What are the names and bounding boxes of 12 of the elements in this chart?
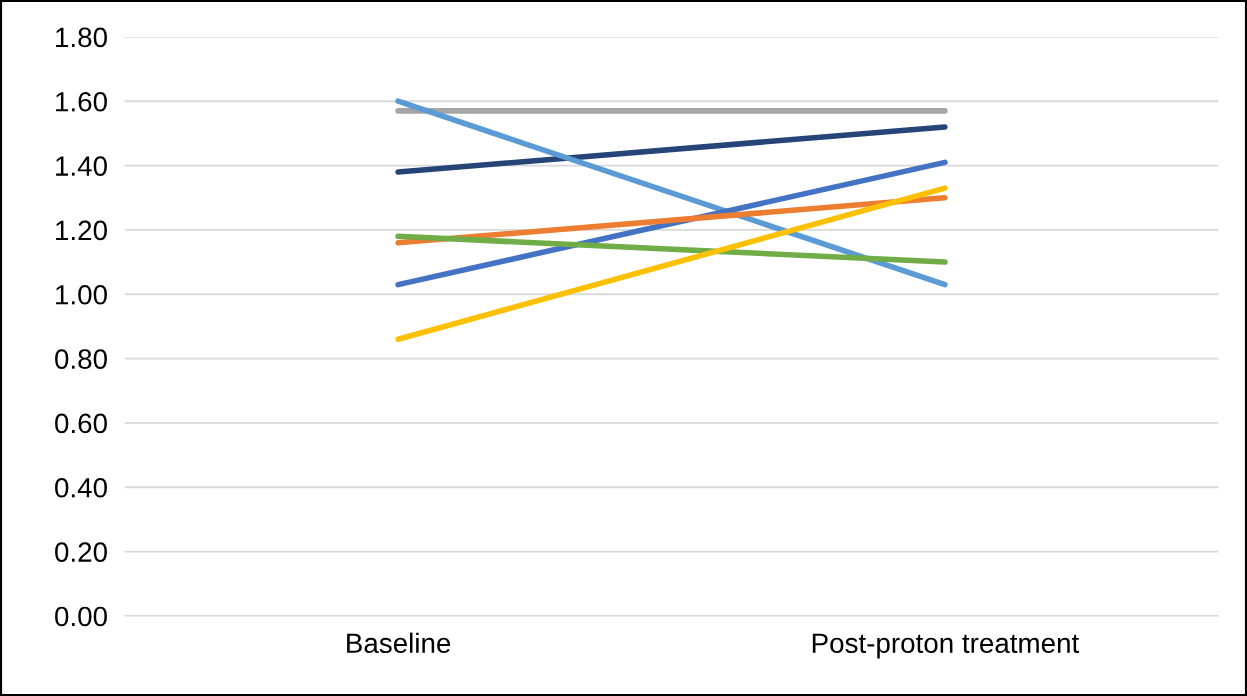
y-tick-label: 0.60 (55, 413, 107, 434)
y-tick-label: 1.40 (56, 156, 107, 176)
x-tick-label: Baseline (347, 632, 451, 654)
y-tick-label: 0.80 (55, 349, 107, 369)
y-tick-label: 0.40 (55, 477, 107, 498)
y-tick-label: 1.60 (56, 91, 107, 112)
y-tick-label: 0.20 (55, 542, 107, 562)
y-tick-label: 1.80 (56, 27, 107, 48)
y-tick-label: 1.20 (56, 220, 107, 241)
x-tick-label: Post-proton treatment (812, 633, 1080, 659)
y-tick-label: 0.00 (55, 606, 107, 627)
y-tick-label: 1.00 (56, 284, 107, 305)
